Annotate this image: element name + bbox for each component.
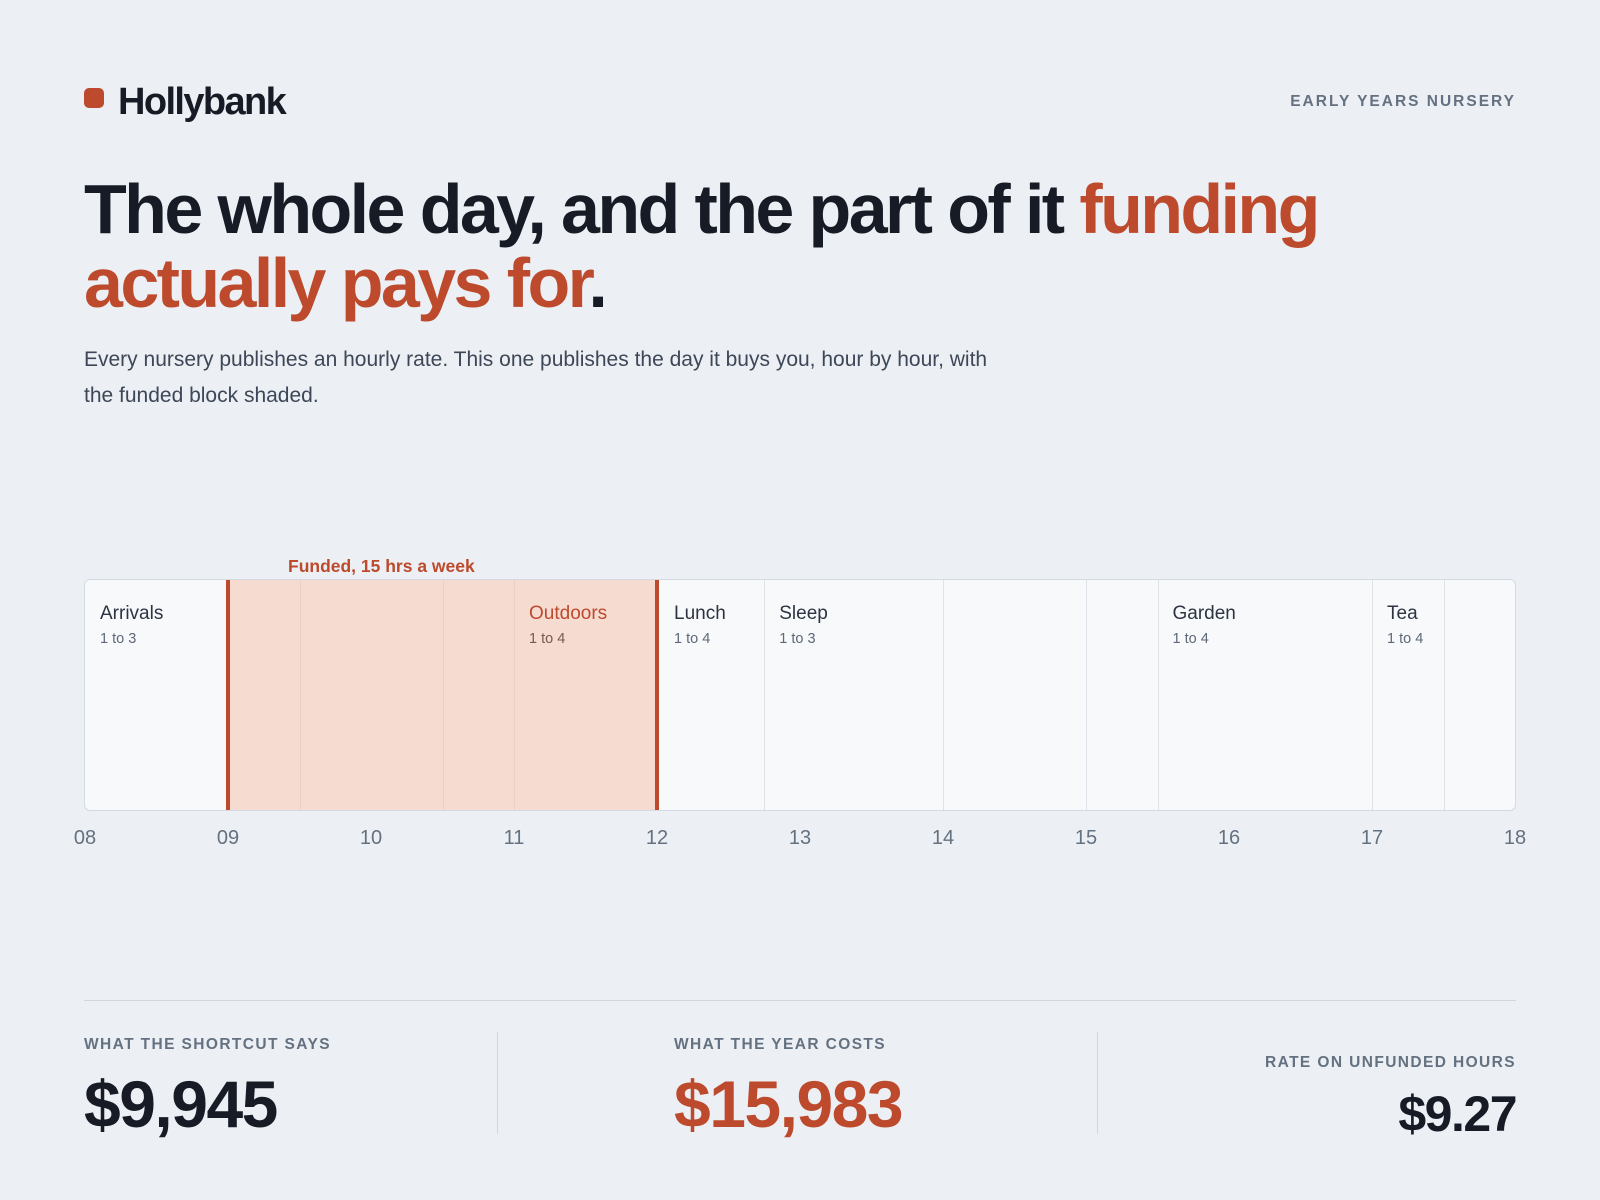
hour-tick-label: 18 [1503, 827, 1527, 849]
activity-ratio: 1 to 3 [100, 631, 137, 647]
activity-ratio: 1 to 3 [779, 631, 816, 647]
headline-period: . [588, 244, 607, 322]
day-timeline: Arrivals 1 to 3 Outdoors 1 to 4 Lunch 1 to 4 S… [84, 579, 1516, 811]
timeline-activity: Outdoors 1 to 4 [529, 602, 607, 647]
hour-axis: 08 09 10 11 12 13 14 15 16 17 18 [0, 827, 1600, 857]
hour-tick-label: 11 [503, 827, 525, 849]
timeline-gridline [1372, 580, 1373, 810]
activity-ratio: 1 to 4 [1172, 631, 1209, 647]
hour-tick-label: 09 [216, 827, 240, 849]
timeline-activity: Lunch 1 to 4 [674, 602, 726, 647]
hour-tick-label: 12 [645, 827, 669, 849]
timeline-activity: Sleep 1 to 3 [779, 602, 828, 647]
activity-name: Outdoors [529, 603, 608, 624]
stat-unfunded-rate: RATE ON UNFUNDED HOURS $9.27 [1265, 1054, 1517, 1142]
timeline-gridline [943, 580, 944, 810]
timeline-gridline [764, 580, 766, 810]
stat-year-cost-label: WHAT THE YEAR COSTS [674, 1036, 887, 1053]
hour-tick-label: 14 [931, 827, 955, 849]
stat-year-cost: WHAT THE YEAR COSTS $15,983 [674, 1036, 904, 1141]
timeline-activity: Arrivals 1 to 3 [100, 602, 163, 647]
activity-ratio: 1 to 4 [529, 631, 566, 647]
stat-unfunded-rate-label: RATE ON UNFUNDED HOURS [1265, 1054, 1516, 1071]
hour-tick-label: 08 [73, 827, 97, 849]
stat-shortcut-value: $9,945 [84, 1067, 278, 1141]
brand[interactable]: Hollybank [84, 78, 287, 126]
stat-separator [497, 1032, 498, 1134]
funded-block-label: Funded, 15 hrs a week [288, 556, 475, 576]
hour-tick-label: 13 [788, 827, 812, 849]
activity-name: Arrivals [100, 603, 164, 624]
timeline-gridline [1157, 580, 1159, 810]
stats-divider [84, 1000, 1516, 1001]
hour-tick-label: 16 [1217, 827, 1241, 849]
brand-tagline: EARLY YEARS NURSERY [1290, 93, 1516, 110]
stat-unfunded-rate-value: $9.27 [1398, 1086, 1517, 1142]
headline-accent-part: funding actually pays for [84, 170, 1320, 322]
headline-dark-part: The whole day, and the part of it [84, 170, 1080, 248]
brand-logo-mark [84, 88, 104, 108]
page-headline: The whole day, and the part of it fundin… [84, 172, 1464, 320]
timeline-gridline [299, 580, 301, 810]
page-lede: Every nursery publishes an hourly rate. … [84, 348, 988, 407]
brand-name: Hollybank [118, 81, 287, 123]
activity-name: Tea [1387, 603, 1418, 624]
stat-separator [1097, 1032, 1098, 1134]
activity-ratio: 1 to 4 [1387, 631, 1424, 647]
activity-name: Garden [1172, 603, 1236, 624]
hour-tick-label: 17 [1360, 827, 1384, 849]
timeline-gridline [1086, 580, 1087, 810]
stat-shortcut-label: WHAT THE SHORTCUT SAYS [84, 1036, 331, 1053]
activity-name: Sleep [779, 603, 828, 624]
activity-ratio: 1 to 4 [674, 631, 711, 647]
stat-shortcut: WHAT THE SHORTCUT SAYS $9,945 [84, 1036, 331, 1140]
timeline-gridline [514, 580, 515, 810]
hour-tick-label: 10 [359, 827, 383, 849]
timeline-activity: Tea 1 to 4 [1387, 602, 1423, 647]
stat-year-cost-value: $15,983 [674, 1067, 904, 1141]
timeline-gridline [442, 580, 444, 810]
timeline-gridline [1443, 580, 1445, 810]
timeline-activity: Garden 1 to 4 [1173, 602, 1236, 647]
hour-tick-label: 15 [1074, 827, 1098, 849]
activity-name: Lunch [674, 603, 726, 624]
